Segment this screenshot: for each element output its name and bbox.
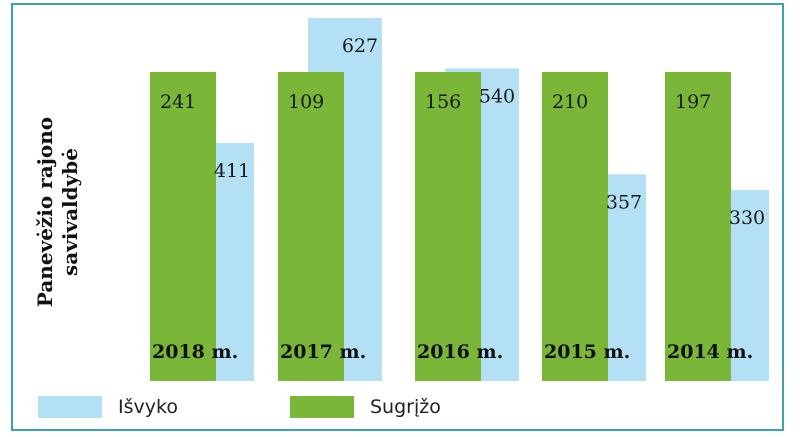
data-label-isvyko-0: 411 xyxy=(214,160,250,182)
bar-sugrizo-4 xyxy=(665,72,731,381)
legend-swatch-sugrizo xyxy=(290,396,354,418)
category-label-3: 2015 m. xyxy=(544,341,630,363)
category-label-0: 2018 m. xyxy=(152,341,238,363)
bar-sugrizo-3 xyxy=(542,72,608,381)
data-label-sugrizo-2: 156 xyxy=(425,91,461,113)
chart-frame xyxy=(11,3,784,431)
legend-swatch-isvyko xyxy=(38,396,102,418)
data-label-sugrizo-1: 109 xyxy=(288,91,324,113)
category-label-1: 2017 m. xyxy=(280,341,366,363)
data-label-sugrizo-0: 241 xyxy=(160,91,196,113)
legend-label-isvyko: Išvyko xyxy=(118,396,178,418)
data-label-sugrizo-4: 197 xyxy=(675,91,711,113)
data-label-isvyko-2: 540 xyxy=(479,85,515,107)
data-label-isvyko-1: 627 xyxy=(342,35,378,57)
category-label-2: 2016 m. xyxy=(417,341,503,363)
legend-label-sugrizo: Sugrįžo xyxy=(370,396,441,418)
bar-sugrizo-0 xyxy=(150,72,216,381)
bar-sugrizo-2 xyxy=(415,72,481,381)
data-label-isvyko-3: 357 xyxy=(606,191,642,213)
category-label-4: 2014 m. xyxy=(667,341,753,363)
data-label-isvyko-4: 330 xyxy=(729,207,765,229)
bar-sugrizo-1 xyxy=(278,72,344,381)
data-label-sugrizo-3: 210 xyxy=(552,91,588,113)
